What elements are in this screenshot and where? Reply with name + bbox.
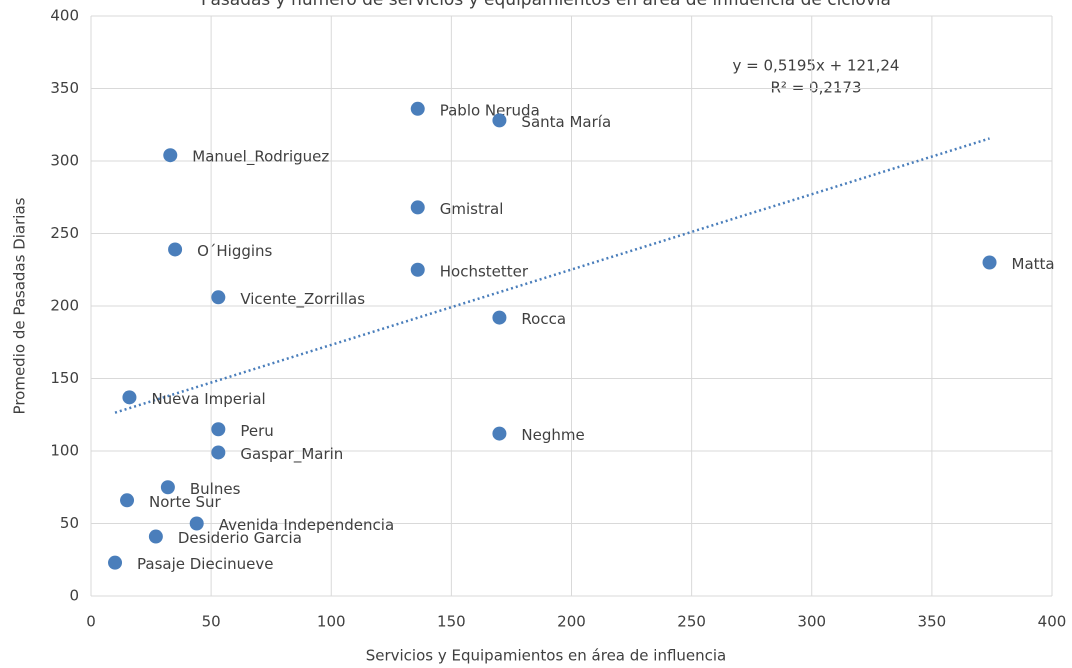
y-tick-label: 250 [50,224,79,242]
y-tick-label: 150 [50,369,79,387]
point-label: Manuel_Rodriguez [192,148,329,167]
point-label: Hochstetter [440,262,529,280]
point-label: Pablo Neruda [440,101,540,119]
point-label: Santa María [521,113,611,131]
point [410,200,425,215]
point-label: Bulnes [190,480,241,498]
point-label: O´Higgins [197,242,272,260]
point-label: Gmistral [440,200,504,218]
point-label: Neghme [521,426,584,444]
point-label: Matta [1012,255,1055,273]
x-tick-label: 150 [437,613,466,631]
point [120,493,135,508]
x-tick-label: 300 [797,613,826,631]
y-tick-label: 200 [50,297,79,315]
x-tick-label: 100 [317,613,346,631]
point [163,148,178,163]
y-tick-label: 0 [69,587,79,605]
y-tick-label: 400 [50,7,79,25]
x-tick-label: 250 [677,613,706,631]
y-tick-label: 300 [50,152,79,170]
point-label: Desiderio Garcia [178,529,302,547]
x-tick-label: 400 [1038,613,1067,631]
point [211,422,226,437]
point [492,113,507,128]
point [122,390,137,405]
point [410,101,425,116]
trendline [114,137,990,414]
point-label: Norte Sur [149,493,221,511]
point-label: Vicente_Zorrillas [240,290,365,309]
y-tick-label: 350 [50,79,79,97]
point [492,310,507,325]
x-tick-label: 200 [557,613,586,631]
point-label: Avenida Independencia [219,516,394,534]
point [148,529,163,544]
point [160,480,175,495]
chart-title: Pasadas y número de servicios y equipami… [201,0,891,10]
point [492,426,507,441]
point-label: Rocca [521,310,566,328]
y-tick-label: 100 [50,442,79,460]
point [189,516,204,531]
point-label: Nueva Imperial [151,390,265,408]
point [410,262,425,277]
point-label: Gaspar_Marin [240,445,343,464]
x-axis-title: Servicios y Equipamientos en área de inf… [366,647,727,665]
point [982,255,997,270]
point [211,290,226,305]
y-axis-title: Promedio de Pasadas Diarias [11,197,29,414]
point-label: Pasaje Diecinueve [137,555,273,573]
x-tick-label: 50 [202,613,221,631]
x-tick-label: 0 [86,613,96,631]
point-label: Peru [240,422,273,440]
y-tick-label: 50 [60,514,79,532]
point [211,445,226,460]
x-tick-label: 350 [918,613,947,631]
point [108,555,123,570]
trendline-r2: R² = 0,2173 [770,79,861,97]
point [168,242,183,257]
trendline-equation: y = 0,5195x + 121,24 [733,57,900,75]
